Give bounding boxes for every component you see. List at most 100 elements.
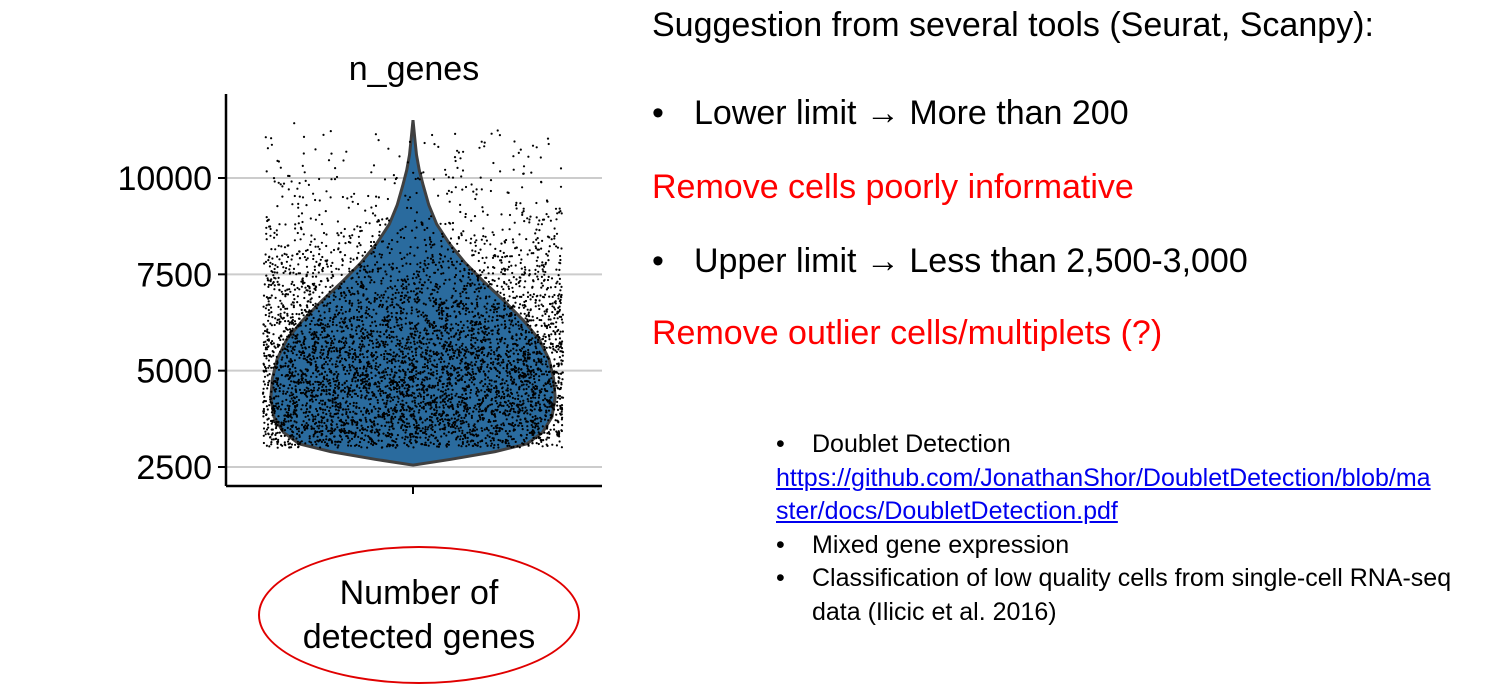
jitter-point — [321, 408, 324, 411]
jitter-point — [322, 133, 325, 136]
jitter-point — [455, 260, 458, 263]
jitter-point — [454, 420, 457, 423]
jitter-point — [555, 245, 558, 248]
jitter-point — [419, 266, 422, 269]
jitter-point — [275, 355, 278, 358]
jitter-point — [478, 321, 481, 324]
jitter-point — [526, 356, 529, 359]
jitter-point — [370, 279, 373, 282]
jitter-point — [537, 336, 541, 339]
jitter-point — [446, 192, 449, 195]
jitter-point — [271, 316, 274, 319]
jitter-point — [488, 295, 491, 298]
jitter-point — [444, 389, 447, 392]
jitter-point — [324, 360, 327, 364]
jitter-point — [544, 383, 548, 386]
jitter-point — [313, 427, 316, 430]
jitter-point — [315, 307, 318, 310]
jitter-point — [539, 342, 542, 345]
jitter-point — [497, 306, 500, 309]
jitter-point — [428, 384, 431, 387]
jitter-point — [347, 437, 350, 440]
jitter-point — [296, 187, 299, 190]
jitter-point — [312, 192, 315, 195]
jitter-point — [554, 300, 557, 303]
jitter-point — [270, 441, 273, 444]
jitter-point — [561, 340, 564, 343]
jitter-point — [398, 155, 401, 158]
jitter-point — [366, 331, 369, 334]
jitter-point — [271, 263, 274, 266]
jitter-point — [446, 365, 449, 368]
jitter-point — [459, 426, 462, 429]
jitter-point — [331, 401, 334, 404]
jitter-point — [496, 255, 500, 258]
jitter-point — [544, 414, 547, 417]
jitter-point — [521, 186, 524, 189]
jitter-point — [378, 234, 381, 237]
jitter-point — [479, 445, 482, 448]
jitter-point — [381, 305, 384, 308]
jitter-point — [391, 439, 394, 442]
jitter-point — [461, 393, 464, 396]
jitter-point — [472, 332, 475, 335]
jitter-point — [379, 376, 382, 379]
jitter-point — [291, 434, 294, 437]
jitter-point — [321, 255, 324, 259]
jitter-point — [519, 358, 523, 361]
jitter-point — [483, 336, 486, 339]
jitter-point — [293, 323, 296, 326]
jitter-point — [306, 317, 309, 320]
jitter-point — [558, 337, 562, 340]
jitter-point — [475, 386, 478, 390]
jitter-point — [391, 298, 394, 301]
jitter-point — [338, 406, 341, 409]
jitter-point — [344, 340, 347, 343]
jitter-point — [290, 443, 294, 446]
jitter-point — [470, 237, 473, 240]
jitter-point — [366, 264, 369, 267]
jitter-point — [553, 372, 556, 376]
jitter-point — [416, 246, 419, 249]
jitter-point — [414, 300, 417, 303]
jitter-point — [392, 267, 395, 270]
jitter-point — [543, 310, 546, 313]
jitter-point — [486, 355, 489, 358]
jitter-point — [321, 291, 324, 294]
jitter-point — [548, 236, 551, 239]
jitter-point — [495, 380, 498, 383]
jitter-point — [301, 282, 305, 285]
jitter-point — [483, 261, 486, 264]
jitter-point — [465, 296, 468, 300]
jitter-point — [546, 278, 550, 282]
jitter-point — [494, 425, 497, 428]
jitter-point — [456, 356, 459, 359]
jitter-point — [460, 260, 463, 263]
jitter-point — [314, 348, 317, 351]
jitter-point — [382, 371, 385, 374]
jitter-point — [522, 306, 526, 309]
jitter-point — [364, 386, 367, 389]
jitter-point — [518, 285, 521, 288]
jitter-point — [339, 418, 343, 421]
jitter-point — [264, 346, 268, 349]
jitter-point — [288, 288, 291, 291]
jitter-point — [495, 402, 499, 405]
jitter-point — [338, 349, 341, 352]
jitter-point — [323, 311, 326, 314]
jitter-point — [309, 383, 312, 386]
jitter-point — [470, 302, 473, 305]
jitter-point — [448, 376, 451, 379]
jitter-point — [337, 287, 340, 290]
jitter-point — [453, 417, 456, 420]
jitter-point — [483, 305, 486, 308]
jitter-point — [347, 422, 350, 425]
jitter-point — [438, 413, 441, 416]
jitter-point — [266, 387, 269, 390]
jitter-point — [287, 415, 290, 419]
jitter-point — [345, 431, 348, 434]
jitter-point — [486, 213, 489, 216]
jitter-point — [281, 356, 284, 359]
jitter-point — [536, 341, 540, 344]
jitter-point — [315, 260, 318, 263]
